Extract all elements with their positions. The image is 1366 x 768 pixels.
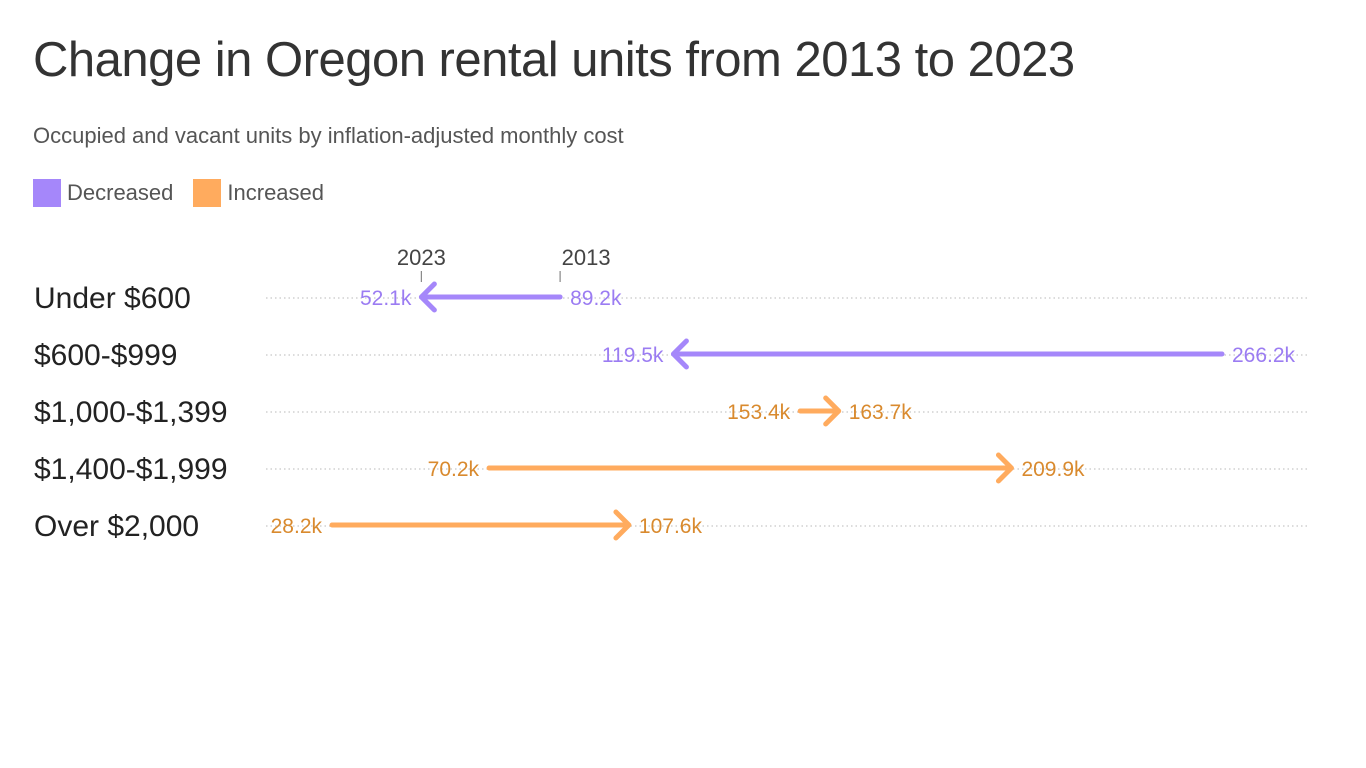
value-label-2013: 266.2k bbox=[1232, 344, 1296, 367]
year-marker-2013: 2013 bbox=[562, 245, 611, 270]
arrowhead bbox=[995, 452, 1014, 484]
category-label: Under $600 bbox=[34, 282, 191, 315]
year-marker-2023: 2023 bbox=[397, 245, 446, 270]
value-label-2023: 209.9k bbox=[1021, 458, 1085, 481]
year-markers: 2023 2013 bbox=[397, 245, 611, 282]
legend-item-increased: Increased bbox=[193, 179, 324, 207]
chart-title: Change in Oregon rental units from 2013 … bbox=[33, 33, 1075, 87]
legend-label-increased: Increased bbox=[227, 180, 325, 205]
value-label-2023: 119.5k bbox=[602, 344, 664, 367]
legend-swatch-increased bbox=[193, 179, 222, 207]
category-label: $1,000-$1,399 bbox=[34, 396, 228, 429]
value-label-2023: 107.6k bbox=[639, 515, 703, 538]
value-label-2023: 52.1k bbox=[360, 287, 412, 310]
legend-item-decreased: Decreased bbox=[33, 179, 173, 207]
arrowhead bbox=[670, 338, 689, 370]
value-label-2023: 163.7k bbox=[849, 401, 913, 424]
chart-row: $1,000-$1,399 153.4k 163.7k bbox=[34, 395, 1310, 429]
arrowhead bbox=[823, 395, 842, 427]
category-label: $1,400-$1,999 bbox=[34, 453, 228, 486]
arrowhead bbox=[613, 509, 632, 541]
value-label-2013: 153.4k bbox=[727, 401, 791, 424]
legend: Decreased Increased bbox=[33, 178, 344, 208]
value-label-2013: 89.2k bbox=[570, 287, 622, 310]
chart-row: $600-$999 266.2k 119.5k bbox=[34, 338, 1310, 372]
legend-label-decreased: Decreased bbox=[67, 180, 174, 205]
legend-swatch-decreased bbox=[33, 179, 61, 207]
category-label: Over $2,000 bbox=[34, 510, 199, 543]
value-label-2013: 28.2k bbox=[271, 515, 323, 538]
chart-row: Under $600 89.2k 52.1k bbox=[34, 281, 1310, 315]
chart-subtitle: Occupied and vacant units by inflation-a… bbox=[33, 123, 624, 148]
value-label-2013: 70.2k bbox=[428, 458, 480, 481]
chart-row: $1,400-$1,999 70.2k 209.9k bbox=[34, 452, 1310, 486]
arrowhead bbox=[418, 281, 437, 313]
category-label: $600-$999 bbox=[34, 339, 177, 372]
chart-row: Over $2,000 28.2k 107.6k bbox=[34, 509, 1310, 543]
